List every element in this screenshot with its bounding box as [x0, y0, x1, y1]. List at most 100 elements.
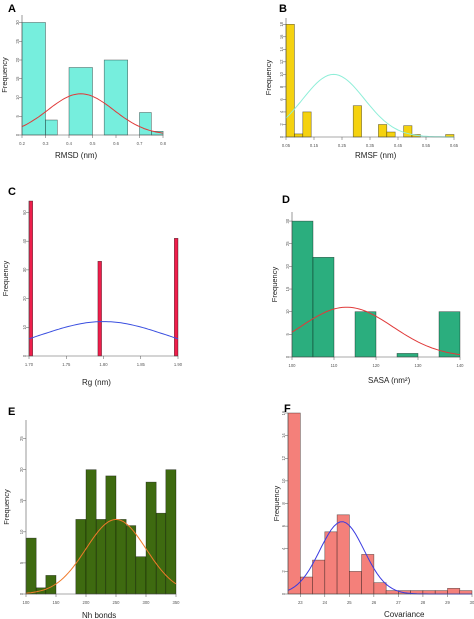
bar	[139, 112, 152, 136]
y-tick-label: 14	[281, 433, 286, 438]
x-tick-label: 300	[143, 600, 151, 605]
y-tick-label: 10	[285, 309, 290, 314]
y-tick-label: 0	[15, 133, 20, 136]
x-axis-title: Nh bonds	[82, 611, 116, 619]
y-tick-label: 25	[285, 241, 290, 246]
y-tick-label: 25	[15, 38, 20, 43]
x-tick-label: 25	[347, 600, 352, 605]
bar	[287, 412, 301, 595]
y-axis-title: Frequency	[2, 489, 11, 525]
bar	[396, 353, 419, 358]
bar	[28, 200, 34, 357]
bar	[324, 531, 338, 595]
x-tick-label: 0.7	[137, 141, 143, 146]
x-tick-label: 0.3	[43, 141, 49, 146]
y-tick-label: 5	[285, 332, 290, 335]
x-tick-label: 140	[457, 363, 465, 368]
x-tick-label: 350	[173, 600, 181, 605]
x-tick-label: 130	[415, 363, 423, 368]
y-tick-label: 0	[281, 592, 286, 595]
y-tick-label: 12	[281, 455, 286, 460]
y-tick-label: 14	[279, 46, 284, 51]
bar	[447, 587, 461, 595]
y-tick-label: 16	[281, 410, 286, 415]
x-tick-label: 0.6	[113, 141, 119, 146]
bar	[125, 525, 137, 595]
bar	[434, 590, 448, 595]
x-tick-label: 100	[289, 363, 297, 368]
bar	[45, 119, 58, 136]
x-tick-label: 0.65	[450, 143, 459, 148]
bar	[312, 559, 326, 595]
y-tick-label: 30	[285, 218, 290, 223]
x-tick-label: 23	[298, 600, 303, 605]
x-tick-label: 1.80	[99, 362, 108, 367]
y-tick-label: 30	[22, 267, 27, 272]
y-tick-label: 15	[15, 76, 20, 81]
x-tick-label: 29	[445, 600, 450, 605]
x-tick-label: 0.8	[160, 141, 166, 146]
x-tick-label: 27	[396, 600, 401, 605]
x-axis-title: Rg (nm)	[82, 378, 111, 387]
x-tick-label: 110	[331, 363, 338, 368]
x-tick-label: 0.45	[394, 143, 403, 148]
x-tick-label: 150	[53, 600, 61, 605]
chart-panel-c: 1.70 1.75 1.80 1.85 1.90 0 10 20 30 40 50 Rg (nm) Fr…	[1, 186, 183, 387]
x-tick-label: 250	[113, 600, 121, 605]
x-tick-label: 26	[372, 600, 377, 605]
x-tick-label: 1.70	[25, 362, 34, 367]
bar	[336, 514, 350, 595]
y-tick-label: 10	[22, 324, 27, 329]
x-tick-label: 0.55	[422, 143, 431, 148]
y-tick-label: 8	[279, 85, 284, 88]
y-tick-label: 2	[279, 123, 284, 126]
bar	[25, 537, 37, 595]
bar	[291, 220, 314, 358]
y-tick-label: 30	[15, 20, 20, 25]
panel-label: A	[8, 3, 16, 15]
bar	[115, 519, 127, 595]
x-tick-label: 0.35	[366, 143, 375, 148]
y-axis-title: Frequency	[1, 261, 10, 297]
bar	[312, 256, 335, 358]
bar	[373, 582, 387, 595]
y-tick-label: 15	[285, 286, 290, 291]
bar	[302, 111, 312, 138]
x-tick-label: 100	[23, 600, 31, 605]
bar	[105, 475, 117, 595]
bar	[438, 311, 461, 358]
bar	[85, 469, 97, 595]
y-axis-title: Frequency	[0, 57, 9, 93]
y-tick-label: 4	[279, 110, 284, 113]
bar	[95, 519, 107, 595]
x-tick-label: 1.75	[62, 362, 71, 367]
y-tick-label: 40	[22, 238, 27, 243]
bar	[68, 67, 93, 136]
x-tick-label: 28	[421, 600, 426, 605]
y-tick-label: 20	[22, 296, 27, 301]
panel-label: B	[279, 3, 287, 15]
x-tick-label: 0.5	[90, 141, 96, 146]
x-axis-title: SASA (nm²)	[368, 376, 411, 385]
y-tick-label: 6	[279, 98, 284, 101]
chart-panel-e: 100 150 200 250 300 350 0 5 10 15 20 25 Nh bonds Freq…	[2, 406, 180, 619]
bar	[378, 124, 388, 138]
fitted-curve	[25, 518, 177, 594]
bar	[103, 59, 128, 136]
y-tick-label: 20	[15, 57, 20, 62]
bar	[135, 556, 147, 595]
y-tick-label: 0	[285, 355, 290, 358]
fitted-curve	[28, 321, 179, 340]
bar	[348, 571, 362, 595]
y-tick-label: 10	[15, 95, 20, 100]
y-tick-label: 4	[281, 547, 286, 550]
bar	[352, 105, 362, 138]
chart-panel-f: 23 24 25 26 27 28 29 300246810121416CovarianceF…	[272, 403, 474, 619]
y-tick-label: 0	[22, 354, 27, 357]
y-axis-title: Frequency	[264, 60, 273, 96]
y-tick-label: 0	[19, 592, 24, 595]
bar	[403, 125, 413, 138]
y-axis-title: Frequency	[272, 486, 281, 522]
panel-label: E	[8, 406, 15, 418]
